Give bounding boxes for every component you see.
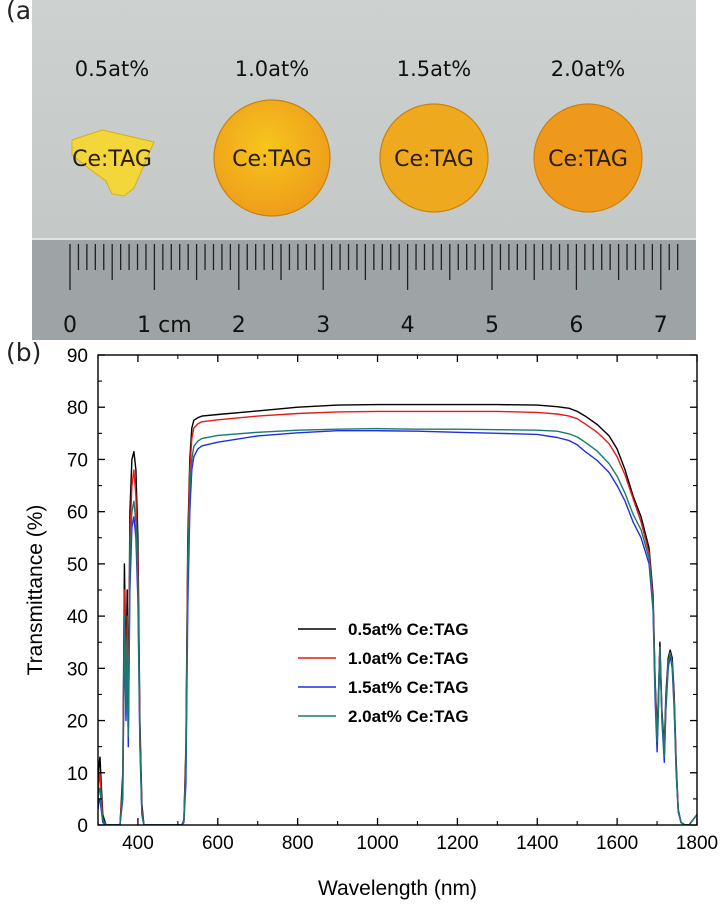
y-tick-label: 70 [67,450,88,471]
transmittance-chart: 400 600 800 1000 1200 1400 1600 1800 0 10 20 30 40 50… [24,346,718,900]
y-tick-label: 90 [67,346,88,367]
y-axis-label: Transmittance (%) [24,505,47,676]
x-tick-label: 600 [202,833,234,854]
x-tick-label: 1400 [516,833,558,854]
ruler-label: 2 [232,313,246,338]
ruler-label: 6 [569,313,583,338]
x-tick-label: 800 [282,833,314,854]
crystal-disk [533,103,643,213]
crystal-fragment [71,129,155,197]
legend-label: 2.0at% Ce:TAG [348,707,469,726]
crystal-disk [213,99,331,217]
x-tick-label: 400 [122,833,154,854]
series-line [98,427,697,825]
legend-label: 1.5at% Ce:TAG [348,678,469,697]
crystal-label: Ce:TAG [232,147,312,172]
sample-photo: 0.5at% Ce:TAG 1.0at% Ce:TAG 1.5at% Ce:TAG 2.0a… [32,0,696,340]
x-tick-label: 1600 [596,833,638,854]
concentration-label: 2.0at% [551,57,625,81]
crystal-label: Ce:TAG [548,147,628,172]
y-tick-label: 80 [67,398,88,419]
crystal-disk [379,103,489,213]
y-tick-label: 0 [77,816,88,837]
concentration-label: 0.5at% [75,57,149,81]
y-tick-label: 40 [67,607,88,628]
ruler-label: 3 [316,313,330,338]
x-tick-label: 1800 [676,833,718,854]
legend-label: 1.0at% Ce:TAG [348,649,469,668]
ruler [32,238,696,340]
x-tick-label: 1200 [436,833,478,854]
ruler-label: 5 [485,313,499,338]
crystal-label: Ce:TAG [72,147,152,172]
y-tick-label: 30 [67,659,88,680]
legend-label: 0.5at% Ce:TAG [348,620,469,639]
concentration-label: 1.5at% [397,57,471,81]
ruler-label: 1 cm [137,313,192,338]
panel-b-letter: (b) [6,338,42,367]
y-tick-label: 10 [67,764,88,785]
x-tick-label: 1000 [356,833,398,854]
crystal-label: Ce:TAG [394,147,474,172]
x-axis-label: Wavelength (nm) [318,877,477,900]
ruler-label: 0 [63,313,77,338]
y-tick-label: 60 [67,503,88,524]
y-tick-label: 20 [67,712,88,733]
ruler-label: 4 [401,313,415,338]
concentration-label: 1.0at% [235,57,309,81]
y-tick-label: 50 [67,555,88,576]
ruler-label: 7 [654,313,668,338]
